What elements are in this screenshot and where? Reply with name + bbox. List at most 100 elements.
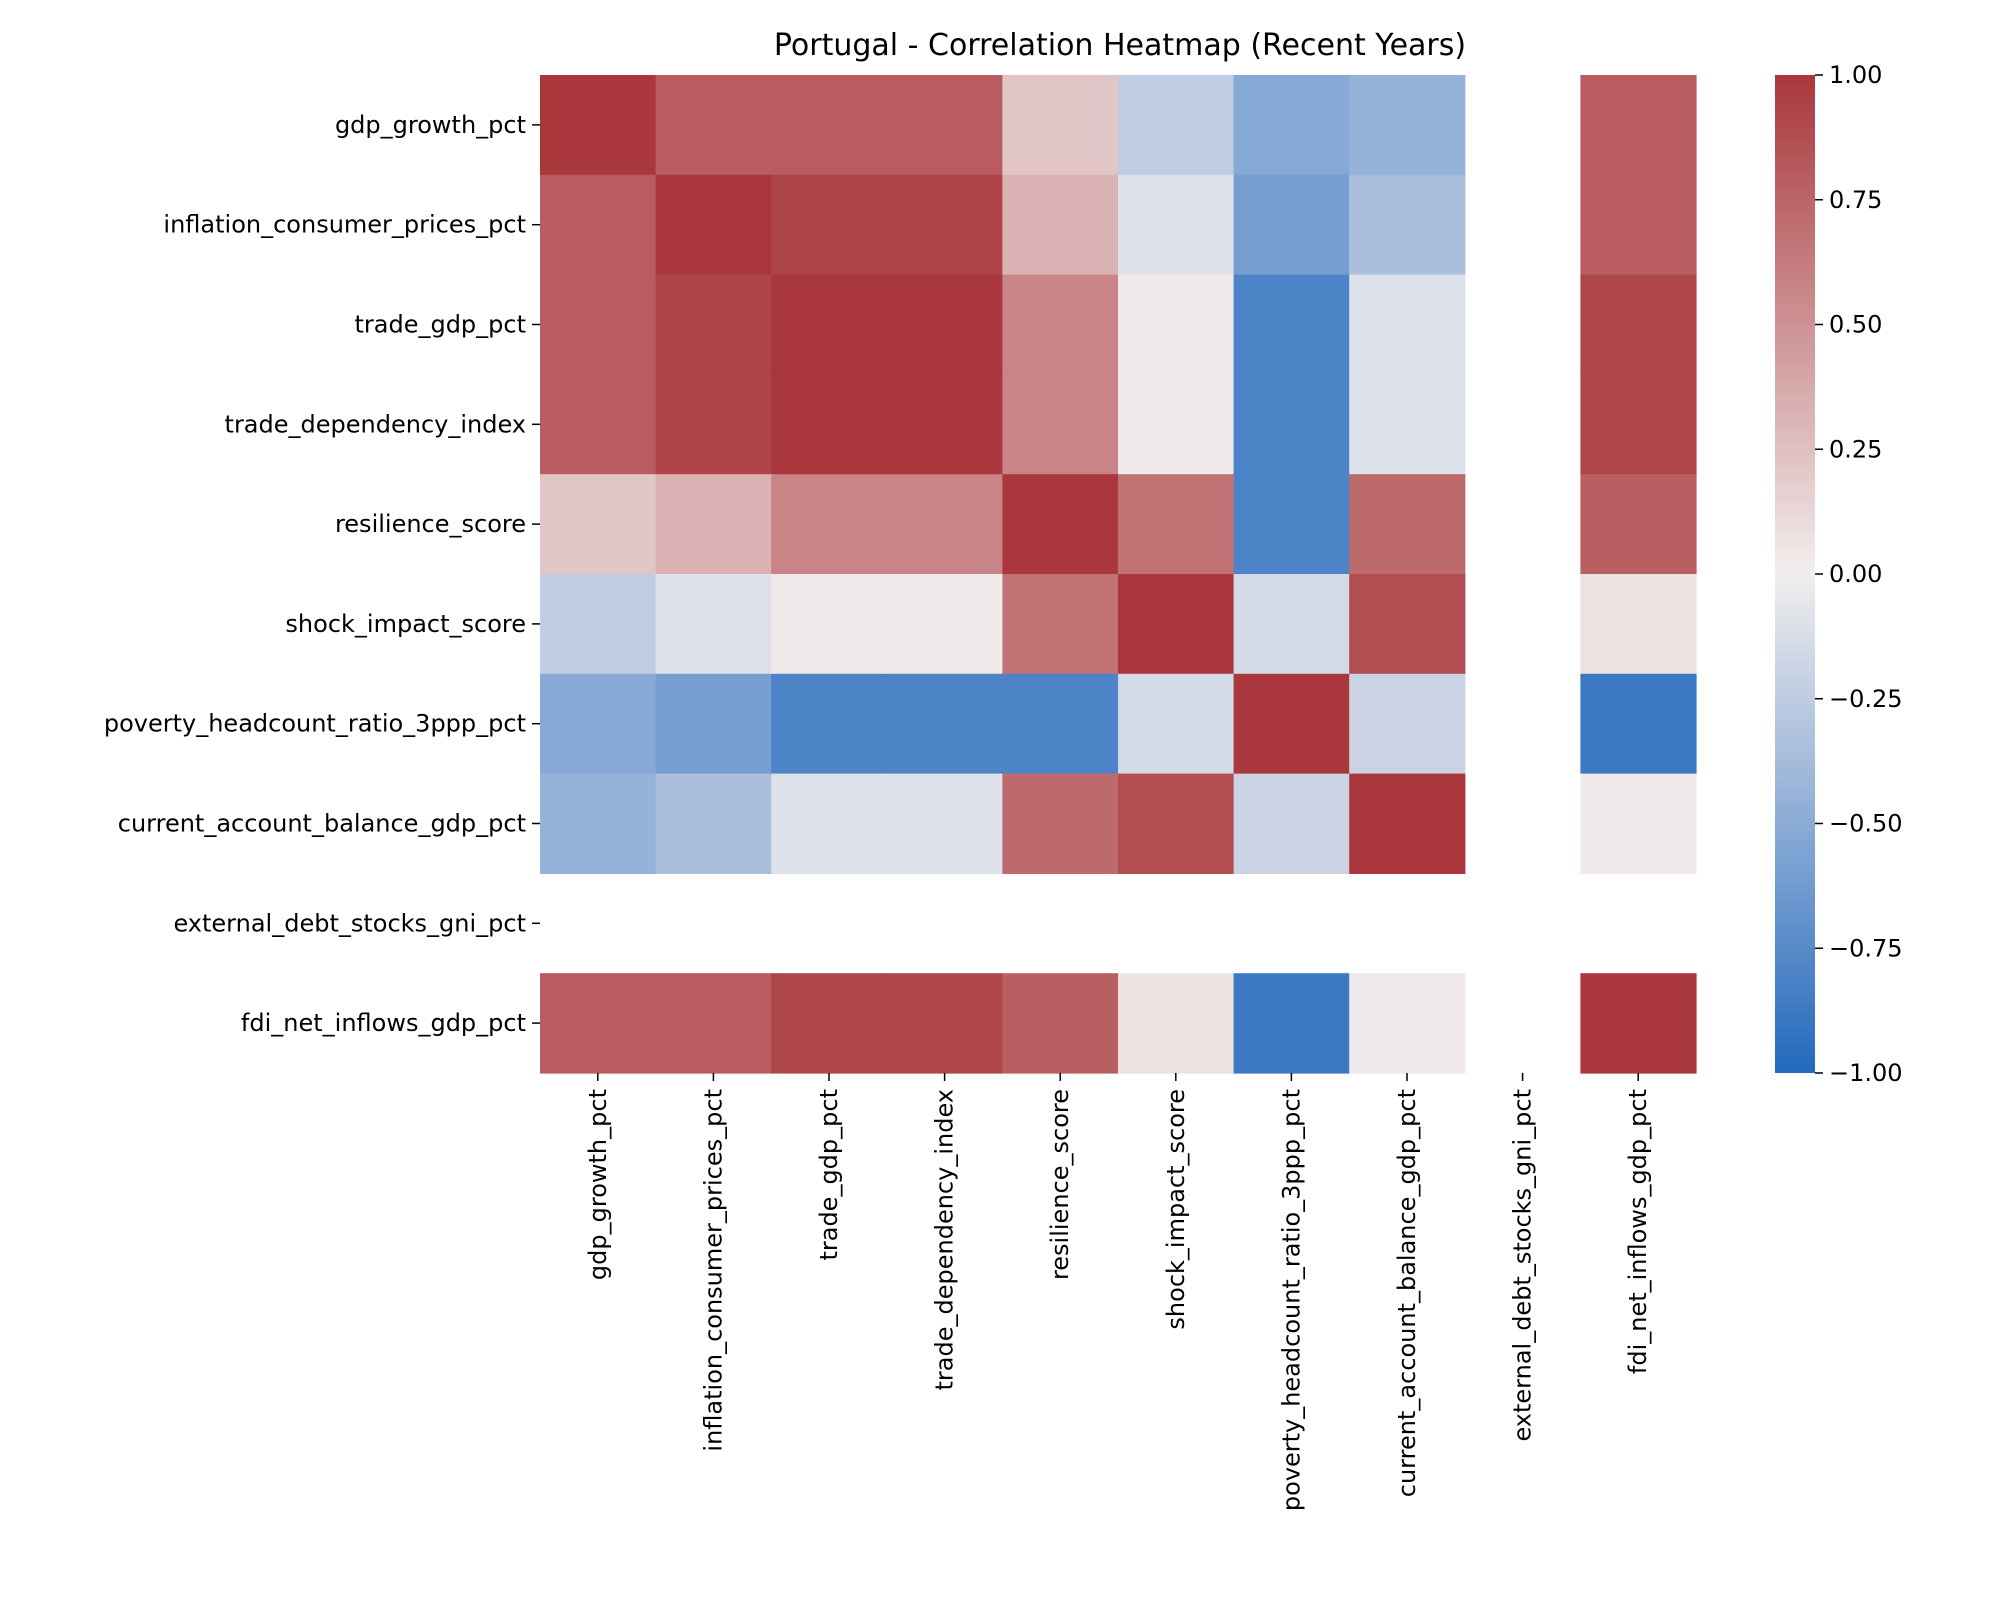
chart-title: Portugal - Correlation Heatmap (Recent Y… [774,28,1466,63]
heatmap-cell [1349,274,1466,375]
heatmap-cell [1580,574,1697,675]
heatmap-cell [1349,773,1466,874]
heatmap-cell [1233,274,1350,375]
colorbar-tick-label: −1.00 [1829,1059,1903,1087]
heatmap-cell [1349,374,1466,475]
heatmap-cell [655,673,772,775]
heatmap-cell [1002,274,1119,375]
heatmap-cell [540,174,657,276]
heatmap-cell [655,174,772,276]
heatmap-cell [771,374,888,475]
colorbar-tick-label: 0.50 [1829,311,1882,339]
heatmap-cell [771,673,888,775]
heatmap-cell [771,574,888,675]
heatmap-cell [886,574,1003,675]
heatmap-cell [1233,374,1350,475]
heatmap-cell [655,474,772,575]
heatmap-cell [1118,474,1235,575]
heatmap-cell [1580,75,1697,176]
heatmap-cell [540,673,657,775]
heatmap-cell [886,474,1003,575]
heatmap-cell [1118,574,1235,675]
heatmap-cell [1002,773,1119,874]
x-tick-label: external_debt_stocks_gni_pct [1509,1089,1537,1442]
heatmap-cell [655,773,772,874]
heatmap-cell [540,274,657,375]
colorbar-tick-label: 0.00 [1829,560,1882,588]
heatmap-cell [1002,75,1119,176]
heatmap-cell [1349,673,1466,775]
heatmap-cell [771,75,888,176]
heatmap-cell [1349,75,1466,176]
heatmap-cell [540,973,657,1074]
heatmap-cell [886,274,1003,375]
y-tick-labels: gdp_growth_pct inflation_consumer_prices_… [104,111,540,1037]
y-tick-label: trade_dependency_index [225,410,526,438]
heatmap-cell [1002,973,1119,1074]
heatmap-cell [1349,174,1466,276]
heatmap-cell [540,75,657,176]
heatmap-cell [1002,474,1119,575]
heatmap-cell [1118,174,1235,276]
colorbar-tick-label: −0.25 [1829,685,1903,713]
colorbar-tick-label: 0.25 [1829,435,1882,463]
y-tick-label: fdi_net_inflows_gdp_pct [241,1009,526,1037]
x-tick-label: resilience_score [1046,1089,1074,1280]
heatmap-cells [540,75,1697,1074]
heatmap-cell [1580,673,1697,775]
colorbar-tick-label: 1.00 [1829,61,1882,89]
heatmap-cell [886,75,1003,176]
heatmap-cell [540,773,657,874]
heatmap-cell [1349,474,1466,575]
heatmap-cell [655,574,772,675]
colorbar-tick-label: −0.75 [1829,934,1903,962]
y-tick-label: shock_impact_score [285,610,526,638]
heatmap-cell [886,374,1003,475]
x-tick-label: gdp_growth_pct [584,1089,612,1280]
heatmap-cell [1118,274,1235,375]
heatmap-cell [540,574,657,675]
x-tick-label: current_account_balance_gdp_pct [1393,1089,1421,1497]
heatmap-cell [1118,973,1235,1074]
heatmap-cell [886,973,1003,1074]
colorbar-tick-label: −0.50 [1829,810,1903,838]
heatmap-cell [1233,773,1350,874]
heatmap-cell [886,773,1003,874]
y-tick-label: current_account_balance_gdp_pct [118,810,526,838]
heatmap-cell [1233,75,1350,176]
heatmap-cell [1118,673,1235,775]
heatmap-cell [1002,673,1119,775]
heatmap-cell [771,773,888,874]
heatmap-cell [1580,773,1697,874]
heatmap-cell [1118,374,1235,475]
heatmap-cell [1002,374,1119,475]
x-tick-label: shock_impact_score [1162,1089,1190,1330]
heatmap-cell [1233,973,1350,1074]
heatmap-cell [886,174,1003,276]
heatmap-cell [1580,274,1697,375]
y-tick-label: gdp_growth_pct [335,111,526,139]
colorbar [1775,75,1815,1073]
y-tick-label: inflation_consumer_prices_pct [163,211,526,239]
heatmap-cell [1118,75,1235,176]
heatmap-cell [1580,973,1697,1074]
heatmap-cell [1118,773,1235,874]
heatmap-cell [655,374,772,475]
x-tick-label: trade_dependency_index [931,1089,959,1390]
heatmap-cell [655,973,772,1074]
heatmap-cell [540,374,657,475]
heatmap-cell [1580,474,1697,575]
x-tick-labels: gdp_growth_pct inflation_consumer_prices_… [584,1073,1652,1511]
x-tick-label: poverty_headcount_ratio_3ppp_pct [1277,1089,1305,1511]
heatmap-cell [771,474,888,575]
heatmap-cell [1233,673,1350,775]
x-tick-label: fdi_net_inflows_gdp_pct [1624,1089,1652,1374]
heatmap-cell [1233,474,1350,575]
y-tick-label: external_debt_stocks_gni_pct [173,909,526,937]
y-tick-label: resilience_score [335,510,526,538]
heatmap-cell [655,274,772,375]
colorbar-tick-label: 0.75 [1829,186,1882,214]
heatmap-cell [771,174,888,276]
heatmap-cell [1580,374,1697,475]
